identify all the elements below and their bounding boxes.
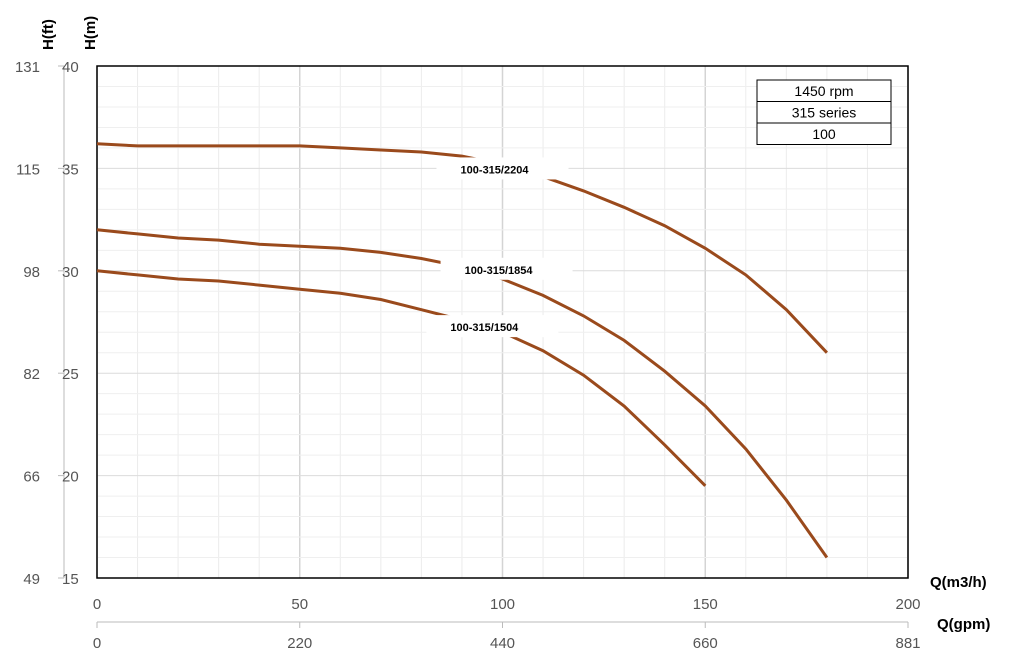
plot-frame xyxy=(96,65,909,579)
y-tick-label: 35 xyxy=(62,161,79,178)
y2-tick-label: 82 xyxy=(23,366,40,383)
y-tick-label: 25 xyxy=(62,366,79,383)
x2-tick-label: 0 xyxy=(93,635,101,652)
y-tick-label: 30 xyxy=(62,264,79,281)
x-tick-label: 50 xyxy=(291,596,308,613)
x2-tick-label: 660 xyxy=(693,635,718,652)
x-tick-label: 0 xyxy=(93,596,101,613)
legend-text: 315 series xyxy=(792,105,857,121)
series-label-bg xyxy=(440,257,573,280)
series-label: 100-315/1504 xyxy=(450,322,519,334)
x-tick-label: 150 xyxy=(693,596,718,613)
y-tick-label: 20 xyxy=(62,469,79,486)
legend-text: 100 xyxy=(812,126,836,142)
series-label: 100-315/2204 xyxy=(461,164,530,176)
legend: 1450 rpm 315 series 100 xyxy=(756,79,892,145)
xlabel-m3h: Q(m3/h) xyxy=(930,574,987,591)
x-tick-label: 200 xyxy=(895,596,920,613)
x2-tick-label: 220 xyxy=(287,635,312,652)
y2-tick-label: 66 xyxy=(23,469,40,486)
x2-tick-label: 881 xyxy=(895,635,920,652)
curve-100-315-2204 xyxy=(96,142,828,354)
y2-tick-label: 98 xyxy=(23,264,40,281)
ylabel-m: H(m) xyxy=(82,16,99,50)
x2-tick-label: 440 xyxy=(490,635,515,652)
series-label-bg xyxy=(436,157,569,180)
y2-tick-label: 115 xyxy=(16,161,40,178)
y-tick-label: 15 xyxy=(62,571,79,588)
curve-100-315-1504 xyxy=(96,269,707,487)
xlabel-gpm: Q(gpm) xyxy=(937,616,990,633)
legend-cell xyxy=(756,122,892,145)
ylabel-ft: H(ft) xyxy=(40,19,57,50)
y2-tick-label: 131 xyxy=(15,59,40,76)
legend-text: 1450 rpm xyxy=(794,83,853,99)
series-labels: 100-315/2204 100-315/1854 100-315/1504 xyxy=(426,157,573,338)
y2-tick-label: 49 xyxy=(23,571,40,588)
axes: 15 49 20 66 25 82 30 98 35 115 40 131 0 0 50 220 100 440 1… xyxy=(15,59,921,652)
y-tick-label: 40 xyxy=(62,59,79,76)
series-label-bg xyxy=(426,315,559,338)
series-label: 100-315/1854 xyxy=(465,265,534,277)
x-tick-label: 100 xyxy=(490,596,515,613)
